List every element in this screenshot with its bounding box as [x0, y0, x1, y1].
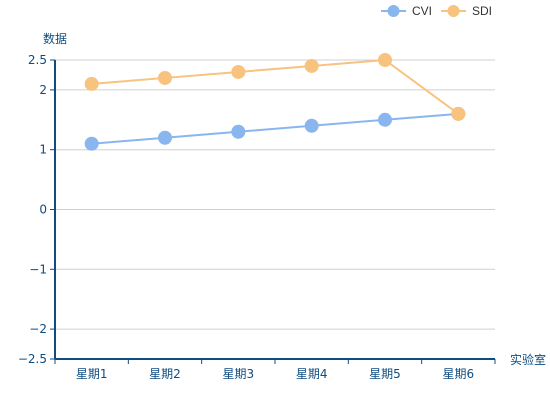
- x-tick-label: 星期5: [369, 367, 401, 381]
- x-tick-label: 星期4: [296, 367, 328, 381]
- y-tick-label: −2.5: [18, 352, 47, 366]
- axes: 2.5 2 1 0 −1 −2 −2.5 星期1 星期2 星期3 星期4 星期5 星期6: [18, 53, 496, 381]
- grid-lines: [55, 59, 495, 330]
- x-tick-label: 星期2: [149, 367, 181, 381]
- x-axis-label: 实验室: [510, 352, 546, 367]
- data-point[interactable]: [84, 136, 99, 151]
- data-point[interactable]: [451, 106, 466, 121]
- y-tick-label: −2: [29, 322, 47, 336]
- data-point[interactable]: [304, 58, 319, 73]
- legend-marker: [447, 5, 460, 17]
- data-point[interactable]: [158, 70, 172, 85]
- data-point[interactable]: [378, 112, 392, 127]
- legend-item-sdi[interactable]: SDI: [441, 4, 492, 18]
- legend[interactable]: CVI SDI: [381, 4, 492, 18]
- data-point[interactable]: [378, 53, 392, 67]
- y-axis-label: 数据: [43, 31, 67, 46]
- data-point[interactable]: [158, 130, 172, 145]
- x-tick-label: 星期3: [223, 367, 255, 381]
- series-cvi: [84, 106, 466, 151]
- y-tick-label: 1: [39, 143, 47, 157]
- y-tick-label: −1: [29, 262, 47, 276]
- series-sdi: [84, 53, 466, 121]
- x-tick-label: 星期1: [76, 367, 108, 381]
- legend-label: CVI: [412, 4, 432, 18]
- data-point[interactable]: [304, 118, 319, 133]
- data-point[interactable]: [84, 76, 99, 91]
- y-tick-label: 2: [39, 83, 47, 97]
- series-line-cvi: [91, 112, 459, 145]
- y-tick-label: 0: [39, 203, 47, 217]
- x-tick-label: 星期6: [443, 367, 475, 381]
- legend-marker: [387, 5, 400, 17]
- legend-label: SDI: [472, 4, 492, 18]
- y-tick-label: 2.5: [28, 53, 47, 67]
- legend-item-cvi[interactable]: CVI: [381, 4, 432, 18]
- series-layer: [84, 53, 466, 151]
- data-point[interactable]: [231, 124, 246, 139]
- data-point[interactable]: [231, 64, 246, 79]
- series-line-sdi: [91, 58, 459, 115]
